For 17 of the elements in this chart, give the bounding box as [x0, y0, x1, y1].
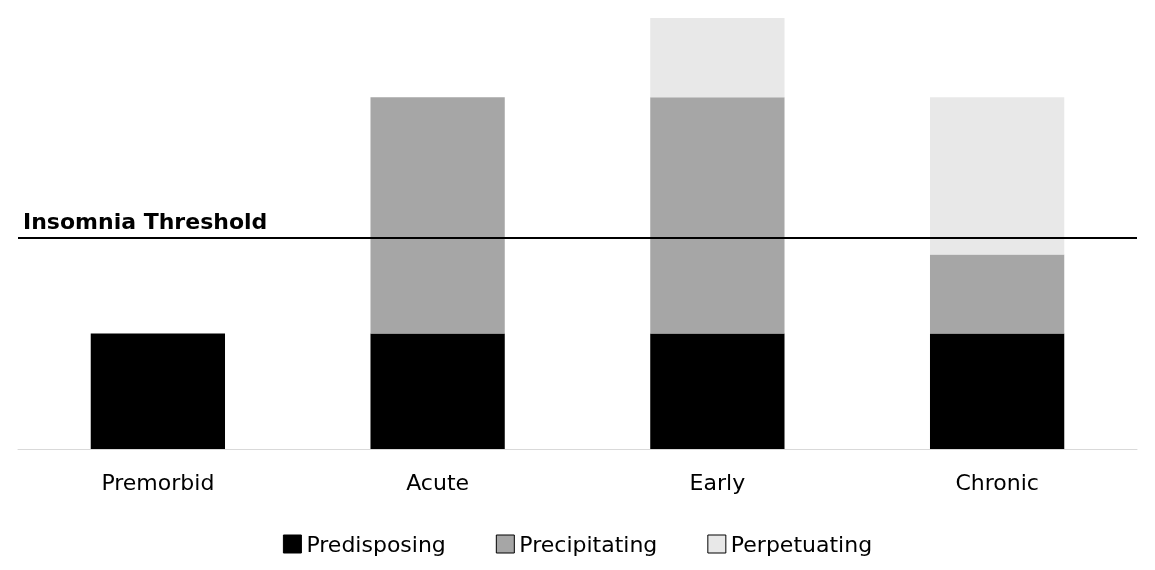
- ref-line-label: Insomnia Threshold: [23, 209, 268, 235]
- bar: [929, 333, 1065, 449]
- bar: [929, 254, 1065, 334]
- bar: [650, 97, 785, 334]
- legend-label: Perpetuating: [730, 531, 873, 557]
- x-tick-label: Chronic: [955, 469, 1039, 495]
- bar: [370, 333, 505, 449]
- legend-label: Predisposing: [306, 531, 446, 557]
- bar: [929, 97, 1065, 255]
- x-tick-label: Acute: [406, 469, 470, 495]
- x-tick-label: Early: [689, 469, 746, 495]
- bar: [90, 333, 226, 449]
- bar: [370, 97, 505, 334]
- bar: [650, 18, 785, 98]
- legend-label: Precipitating: [519, 531, 658, 557]
- bar: [650, 333, 785, 449]
- x-tick-label: Premorbid: [101, 469, 215, 495]
